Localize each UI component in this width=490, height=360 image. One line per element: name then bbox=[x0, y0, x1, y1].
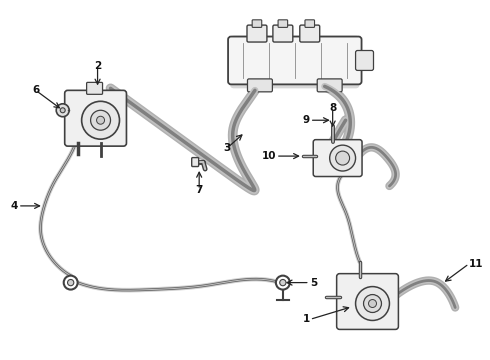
FancyBboxPatch shape bbox=[313, 140, 362, 176]
Circle shape bbox=[276, 276, 290, 289]
Circle shape bbox=[336, 151, 349, 165]
Text: 5: 5 bbox=[310, 278, 317, 288]
Circle shape bbox=[330, 145, 356, 171]
FancyBboxPatch shape bbox=[252, 20, 262, 27]
FancyBboxPatch shape bbox=[87, 82, 102, 94]
Circle shape bbox=[82, 101, 120, 139]
Circle shape bbox=[280, 279, 286, 286]
Circle shape bbox=[91, 110, 111, 130]
Text: 8: 8 bbox=[329, 103, 336, 113]
Text: 1: 1 bbox=[302, 314, 310, 324]
FancyBboxPatch shape bbox=[300, 25, 319, 42]
FancyBboxPatch shape bbox=[337, 274, 398, 329]
Text: 3: 3 bbox=[223, 143, 231, 153]
Text: 9: 9 bbox=[303, 115, 310, 125]
Circle shape bbox=[364, 294, 382, 312]
Circle shape bbox=[64, 276, 77, 289]
FancyBboxPatch shape bbox=[192, 158, 198, 167]
Text: 6: 6 bbox=[32, 85, 39, 95]
Circle shape bbox=[356, 287, 390, 320]
Circle shape bbox=[60, 108, 65, 113]
Text: 11: 11 bbox=[469, 259, 484, 269]
FancyBboxPatch shape bbox=[278, 20, 288, 27]
Text: 2: 2 bbox=[94, 62, 101, 71]
FancyBboxPatch shape bbox=[65, 90, 126, 146]
Circle shape bbox=[97, 116, 104, 124]
Circle shape bbox=[68, 279, 74, 286]
FancyBboxPatch shape bbox=[305, 20, 315, 27]
FancyBboxPatch shape bbox=[356, 50, 373, 71]
Text: 10: 10 bbox=[261, 151, 276, 161]
Circle shape bbox=[56, 104, 69, 117]
FancyBboxPatch shape bbox=[273, 25, 293, 42]
FancyBboxPatch shape bbox=[317, 79, 342, 92]
Text: 7: 7 bbox=[196, 185, 203, 195]
FancyBboxPatch shape bbox=[230, 36, 360, 88]
FancyBboxPatch shape bbox=[247, 25, 267, 42]
FancyBboxPatch shape bbox=[247, 79, 272, 92]
Text: 4: 4 bbox=[10, 201, 18, 211]
FancyBboxPatch shape bbox=[228, 37, 362, 84]
Circle shape bbox=[368, 300, 376, 307]
